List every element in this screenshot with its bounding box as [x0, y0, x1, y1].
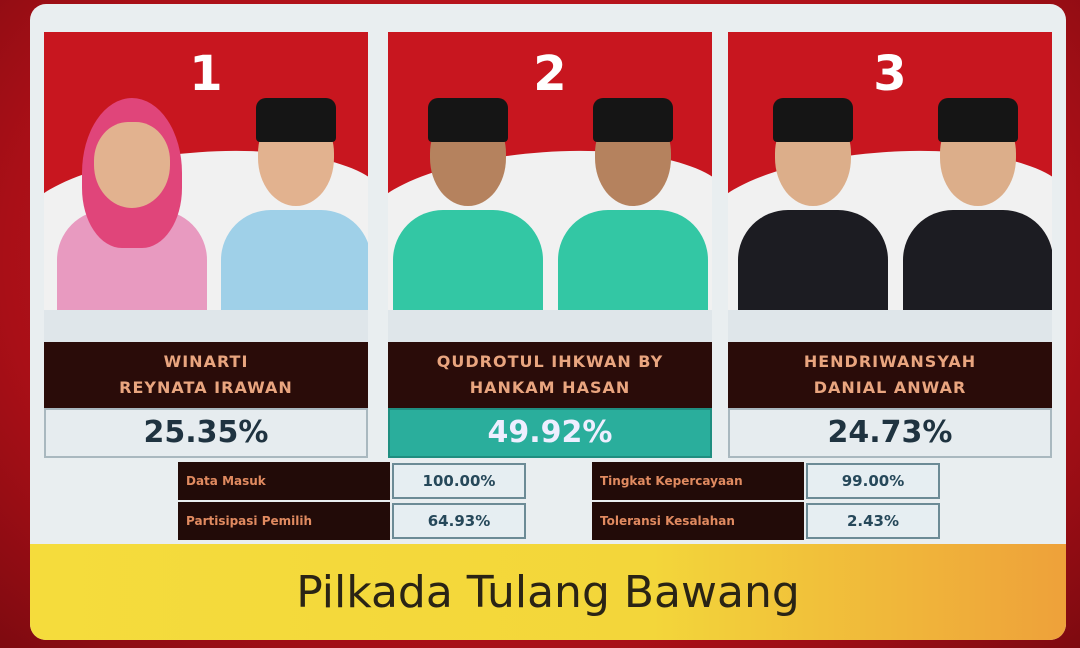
candidate-card-1: 1 WINARTI REYNATA IRAWAN 25.35%: [36, 8, 372, 460]
stats-right: Tingkat Kepercayaan 99.00% Toleransi Kesa…: [592, 462, 942, 540]
candidate-number: 3: [873, 46, 907, 102]
title-banner: Pilkada Tulang Bawang: [30, 544, 1066, 640]
stat-value: 64.93%: [392, 503, 526, 539]
stat-label: Partisipasi Pemilih: [178, 502, 390, 540]
stat-value: 100.00%: [392, 463, 526, 499]
stat-label: Tingkat Kepercayaan: [592, 462, 804, 500]
stat-value: 99.00%: [806, 463, 940, 499]
stats-left: Data Masuk 100.00% Partisipasi Pemilih 64.…: [178, 462, 528, 540]
candidate-photo: 3: [728, 32, 1052, 310]
candidate-percent: 24.73%: [728, 408, 1052, 458]
stat-label: Data Masuk: [178, 462, 390, 500]
candidate-name: WINARTI REYNATA IRAWAN: [44, 342, 368, 408]
stat-value: 2.43%: [806, 503, 940, 539]
candidate-percent-winner: 49.92%: [388, 408, 712, 458]
candidate-card-2: 2 QUDROTUL IHKWAN BY HANKAM HASAN 49.92%: [380, 8, 716, 460]
candidate-percent: 25.35%: [44, 408, 368, 458]
candidate-name: QUDROTUL IHKWAN BY HANKAM HASAN: [388, 342, 712, 408]
candidate-photo: 1: [44, 32, 368, 310]
candidate-photo: 2: [388, 32, 712, 310]
candidate-name: HENDRIWANSYAH DANIAL ANWAR: [728, 342, 1052, 408]
results-panel: 1 WINARTI REYNATA IRAWAN 25.35% 2 QUDROTU…: [30, 4, 1066, 640]
stat-label: Toleransi Kesalahan: [592, 502, 804, 540]
candidate-number: 1: [189, 46, 223, 102]
candidate-card-3: 3 HENDRIWANSYAH DANIAL ANWAR 24.73%: [720, 8, 1056, 460]
candidate-number: 2: [533, 46, 567, 102]
